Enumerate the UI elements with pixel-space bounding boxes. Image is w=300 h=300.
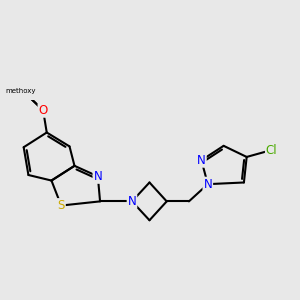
Text: methoxy: methoxy [5,88,36,94]
Text: N: N [203,178,212,191]
Text: O: O [38,104,48,117]
Text: N: N [128,195,136,208]
Text: S: S [58,199,65,212]
Text: N: N [94,170,102,183]
Text: Cl: Cl [266,143,278,157]
Text: methoxy: methoxy [21,90,27,92]
Bar [10,83,38,100]
Text: N: N [197,154,206,167]
